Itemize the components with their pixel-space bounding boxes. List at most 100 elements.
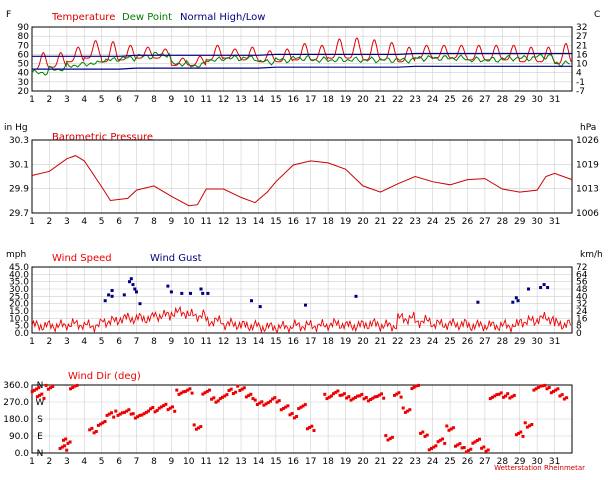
- wind-dir-point: [275, 400, 279, 404]
- x-tick-label: 22: [392, 95, 403, 105]
- x-tick-label: 16: [288, 337, 300, 347]
- x-tick-label: 20: [357, 457, 369, 467]
- plot-frame: [31, 384, 573, 454]
- x-tick-label: 21: [375, 95, 386, 105]
- wind-gust-point: [546, 286, 550, 289]
- compass-label: E: [37, 432, 43, 442]
- wind-dir-point: [38, 393, 42, 397]
- x-tick-label: 27: [479, 95, 490, 105]
- wind-dir-point: [325, 397, 329, 401]
- x-tick-label: 24: [427, 217, 439, 227]
- x-tick-label: 3: [64, 337, 70, 347]
- wind-dir-point: [173, 409, 177, 413]
- x-tick-label: 11: [200, 457, 211, 467]
- wind-dir-point: [514, 433, 518, 437]
- wind-dir-point: [188, 387, 192, 391]
- wind-dir-point: [299, 405, 303, 409]
- wind-dir-point: [105, 413, 109, 417]
- normal-high-line: [32, 52, 572, 57]
- x-tick-label: 6: [116, 217, 122, 227]
- wind-gust-point: [206, 291, 210, 295]
- x-tick-label: 16: [288, 457, 300, 467]
- wind-dir-point: [120, 411, 124, 415]
- wind-dir-point: [456, 443, 460, 447]
- x-tick-label: 6: [116, 337, 122, 347]
- wind-dir-point: [539, 384, 542, 388]
- wind-dir-point: [73, 384, 77, 388]
- x-tick-label: 19: [340, 457, 352, 467]
- wind-dir-point: [528, 424, 532, 428]
- y-tick-label: 30: [18, 78, 30, 88]
- x-tick-label: 17: [305, 337, 316, 347]
- y-right-tick-label: 16: [576, 314, 588, 324]
- wind-dir-point: [351, 397, 355, 401]
- wind-dir-point: [247, 394, 251, 398]
- x-tick-label: 15: [270, 95, 281, 105]
- y-tick-label: 270.0: [3, 398, 29, 408]
- wind-dir-point: [123, 410, 126, 414]
- wind-dir-point: [266, 401, 270, 405]
- wind-dir-point: [386, 438, 390, 442]
- wind-dir-point: [292, 416, 296, 420]
- wind-dir-point: [227, 389, 231, 392]
- y-tick-label: 90.0: [9, 432, 29, 442]
- wind-dir-point: [510, 395, 514, 399]
- wind-dir-point: [60, 445, 64, 449]
- wind-dir-point: [101, 421, 105, 425]
- x-tick-label: 29: [514, 457, 526, 467]
- x-tick-label: 8: [151, 457, 157, 467]
- y-axis-unit-left: mph: [6, 250, 26, 260]
- x-tick-label: 8: [151, 95, 157, 105]
- wind-dir-point: [445, 424, 449, 428]
- x-tick-label: 31: [549, 337, 560, 347]
- wind-dir-point: [260, 400, 264, 404]
- wind-dir-point: [194, 427, 198, 431]
- y-tick-label: 60: [18, 50, 30, 60]
- x-tick-label: 5: [99, 95, 105, 105]
- wind-gust-point: [250, 299, 253, 303]
- wind-dir-point: [349, 398, 353, 402]
- wind-dir-point: [427, 448, 431, 452]
- wind-dir-point: [451, 426, 455, 430]
- legend-normal-high-low: Normal High/Low: [180, 12, 265, 23]
- wind-dir-point: [151, 406, 155, 409]
- wind-dir-point: [541, 384, 545, 388]
- wind-dir-point: [358, 394, 362, 398]
- wind-dir-point: [408, 408, 412, 412]
- x-tick-label: 26: [462, 95, 474, 105]
- y-right-tick-label: 27: [576, 32, 587, 42]
- wind-dir-point: [155, 409, 159, 412]
- wind-dir-point: [271, 397, 275, 401]
- x-tick-label: 5: [99, 457, 105, 467]
- wind-gust-point: [103, 299, 107, 303]
- y-right-tick-label: 10: [576, 60, 588, 70]
- wind-dir-point: [342, 392, 346, 396]
- wind-dir-point: [403, 410, 407, 414]
- x-tick-label: 6: [116, 95, 122, 105]
- x-tick-label: 9: [168, 95, 174, 105]
- y-tick-label: 40: [18, 69, 30, 79]
- x-tick-label: 4: [81, 337, 87, 347]
- wind-dir-point: [35, 387, 39, 391]
- wind-gust-point: [511, 300, 515, 304]
- y-axis-unit-right: C: [594, 10, 600, 20]
- wind-dir-point: [366, 399, 370, 403]
- y-tick-label: 70: [18, 41, 30, 51]
- dew-point-line: [31, 51, 571, 76]
- wind-dir-point: [434, 444, 438, 448]
- wind-dir-point: [244, 395, 248, 399]
- x-tick-label: 13: [235, 337, 246, 347]
- wind-dir-point: [255, 403, 259, 406]
- compass-label: N: [37, 449, 44, 459]
- wind-dir-point: [138, 413, 142, 417]
- x-tick-label: 6: [116, 457, 122, 467]
- wind-dir-point: [221, 395, 224, 399]
- wind-dir-point: [65, 448, 69, 452]
- y-right-tick-label: 48: [576, 285, 588, 295]
- y-axis-unit-left: in Hg: [4, 123, 28, 133]
- wind-gust-point: [514, 296, 518, 300]
- wind-gust-point: [516, 299, 520, 303]
- y-right-tick-label: 24: [576, 307, 588, 317]
- wind-dir-point: [447, 428, 451, 432]
- y-right-tick-label: 16: [576, 50, 588, 60]
